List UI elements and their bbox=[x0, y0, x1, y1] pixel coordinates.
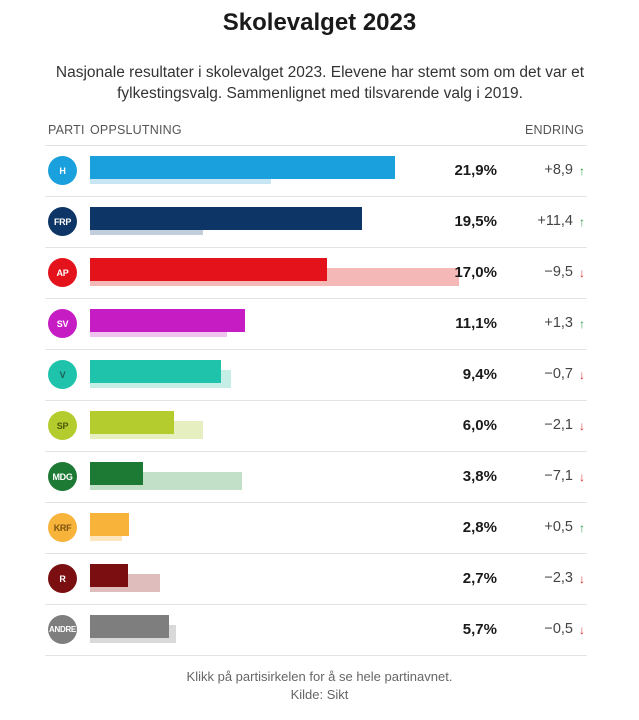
bar-2023 bbox=[90, 615, 170, 638]
chart-subtitle: Nasjonale resultater i skolevalget 2023.… bbox=[55, 64, 585, 102]
change-value: −7,1 bbox=[544, 468, 573, 484]
bar-2023 bbox=[90, 156, 396, 179]
arrow-down-icon: ↓ bbox=[579, 266, 585, 280]
arrow-down-icon: ↓ bbox=[579, 623, 585, 637]
party-row: SP 6,0% −2,1 ↓ bbox=[45, 400, 587, 451]
party-circle-v[interactable]: V bbox=[48, 360, 77, 389]
change-value: −0,7 bbox=[544, 366, 573, 382]
party-row: ANDRE 5,7% −0,5 ↓ bbox=[45, 604, 587, 656]
bar-2023 bbox=[90, 411, 174, 434]
bar-2023 bbox=[90, 564, 128, 587]
party-circle-frp[interactable]: FRP bbox=[48, 207, 77, 236]
party-circle-sp[interactable]: SP bbox=[48, 411, 77, 440]
party-row: R 2,7% −2,3 ↓ bbox=[45, 553, 587, 604]
bar-2023 bbox=[90, 360, 221, 383]
change-value: +8,9 bbox=[544, 162, 573, 178]
support-value: 9,4% bbox=[462, 366, 497, 383]
party-circle-r[interactable]: R bbox=[48, 564, 77, 593]
bar-2023 bbox=[90, 462, 143, 485]
party-circle-ap[interactable]: AP bbox=[48, 258, 77, 287]
column-header-support: OPPSLUTNING bbox=[90, 123, 182, 137]
arrow-up-icon: ↑ bbox=[579, 164, 585, 178]
footer-note: Klikk på partisirkelen for å se hele par… bbox=[186, 669, 453, 684]
arrow-up-icon: ↑ bbox=[579, 317, 585, 331]
support-value: 2,8% bbox=[462, 519, 497, 536]
party-row: H 21,9% +8,9 ↑ bbox=[45, 145, 587, 196]
arrow-up-icon: ↑ bbox=[579, 521, 585, 535]
results-list: H 21,9% +8,9 ↑ FRP 19,5% +11,4 ↑ AP 17,0% −9,5 ↓ SV 1… bbox=[45, 145, 587, 656]
bar-2023 bbox=[90, 258, 327, 281]
footer-source: Kilde: Sikt bbox=[290, 687, 349, 702]
party-circle-mdg[interactable]: MDG bbox=[48, 462, 77, 491]
bar-2023 bbox=[90, 207, 362, 230]
party-circle-h[interactable]: H bbox=[48, 156, 77, 185]
change-value: −9,5 bbox=[544, 264, 573, 280]
chart-title: Skolevalget 2023 bbox=[222, 9, 417, 36]
change-value: +11,4 bbox=[537, 213, 573, 229]
arrow-down-icon: ↓ bbox=[579, 368, 585, 382]
party-row: V 9,4% −0,7 ↓ bbox=[45, 349, 587, 400]
column-header-party: PARTI bbox=[48, 123, 85, 137]
support-value: 6,0% bbox=[462, 417, 497, 434]
support-value: 2,7% bbox=[462, 570, 497, 587]
change-value: +1,3 bbox=[544, 315, 573, 331]
party-circle-sv[interactable]: SV bbox=[48, 309, 77, 338]
change-value: −0,5 bbox=[544, 621, 573, 637]
arrow-down-icon: ↓ bbox=[579, 572, 585, 586]
change-value: −2,3 bbox=[544, 570, 573, 586]
column-header-change: ENDRING bbox=[524, 123, 584, 137]
bar-2023 bbox=[90, 309, 245, 332]
support-value: 19,5% bbox=[454, 213, 497, 230]
support-value: 17,0% bbox=[454, 264, 497, 281]
change-value: +0,5 bbox=[544, 519, 573, 535]
support-value: 3,8% bbox=[462, 468, 497, 485]
party-row: SV 11,1% +1,3 ↑ bbox=[45, 298, 587, 349]
arrow-down-icon: ↓ bbox=[579, 419, 585, 433]
change-value: −2,1 bbox=[544, 417, 573, 433]
party-row: FRP 19,5% +11,4 ↑ bbox=[45, 196, 587, 247]
arrow-up-icon: ↑ bbox=[579, 215, 585, 229]
party-row: AP 17,0% −9,5 ↓ bbox=[45, 247, 587, 298]
bar-2023 bbox=[90, 513, 129, 536]
support-value: 11,1% bbox=[455, 315, 497, 332]
support-value: 21,9% bbox=[454, 162, 497, 179]
party-row: KRF 2,8% +0,5 ↑ bbox=[45, 502, 587, 553]
arrow-down-icon: ↓ bbox=[579, 470, 585, 484]
party-circle-krf[interactable]: KRF bbox=[48, 513, 77, 542]
party-circle-andre[interactable]: ANDRE bbox=[48, 615, 77, 644]
support-value: 5,7% bbox=[462, 621, 497, 638]
party-row: MDG 3,8% −7,1 ↓ bbox=[45, 451, 587, 502]
